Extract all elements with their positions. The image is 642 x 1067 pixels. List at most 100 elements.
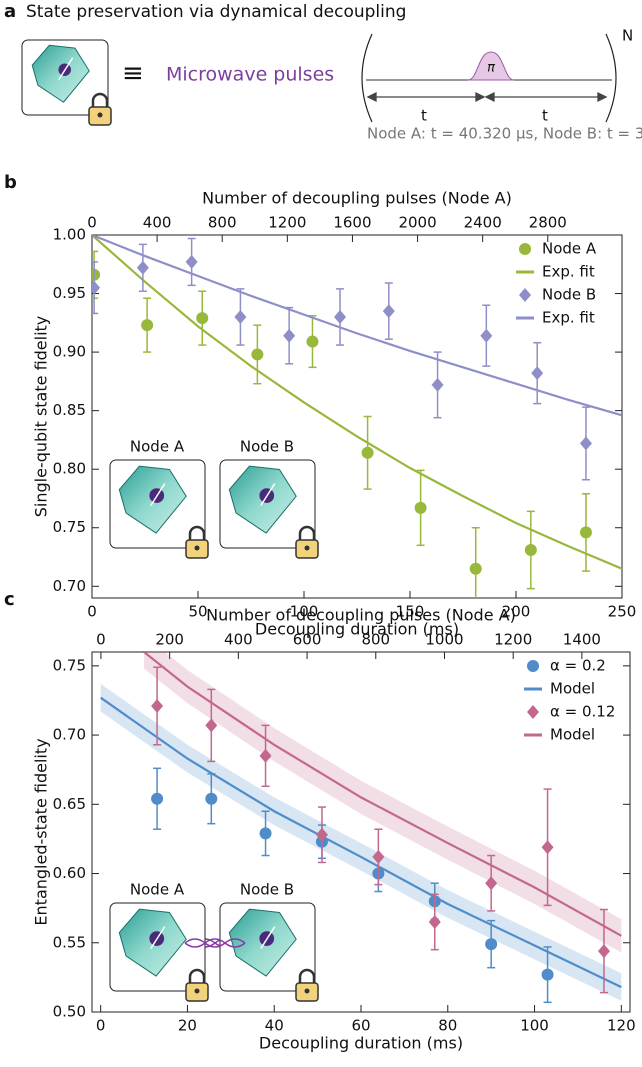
x-tick-label: 150 (396, 603, 425, 621)
entanglement-wave (184, 938, 246, 948)
marker-diamond (234, 309, 247, 324)
marker-circle (141, 319, 154, 332)
x2-tick-label: 0 (96, 631, 106, 649)
spin-arrow (150, 483, 166, 507)
marker-diamond (527, 705, 539, 719)
legend-label: Model (550, 680, 595, 698)
t-label: t (542, 107, 548, 125)
marker-circle (485, 938, 498, 951)
panel-letter: b (4, 172, 17, 193)
marker-diamond (431, 377, 444, 392)
marker-diamond (597, 944, 610, 959)
lock-hole (194, 988, 200, 994)
x-tick-label: 100 (290, 603, 319, 621)
confidence-band (100, 683, 622, 1001)
y-tick-label: 0.50 (53, 1003, 86, 1021)
x-tick-label: 250 (608, 603, 637, 621)
fit-line (100, 696, 622, 989)
t-label: t (421, 107, 427, 125)
marker-diamond (428, 915, 441, 929)
x2-tick-label: 0 (87, 214, 97, 232)
marker-circle (196, 312, 209, 325)
x2-tick-label: 400 (143, 214, 172, 232)
x-tick-label: 100 (520, 1017, 549, 1035)
repeat-label: N (622, 27, 633, 45)
x-tick-label: 40 (265, 1017, 284, 1035)
x2-axis-title: Number of decoupling pulses (Node A) (206, 606, 516, 625)
lock-shackle (188, 968, 206, 983)
x2-tick-label: 400 (224, 631, 253, 649)
marker-circle (541, 968, 554, 981)
legend-label: Exp. fit (542, 309, 595, 327)
x-tick-label: 50 (188, 603, 207, 621)
arrows (366, 91, 608, 103)
pulses-label: Microwave pulses (166, 64, 334, 86)
x2-tick-label: 1600 (333, 214, 371, 232)
x-tick-label: 200 (502, 603, 531, 621)
x2-axis-title: Number of decoupling pulses (Node A) (202, 189, 512, 208)
y-tick-label: 0.55 (53, 933, 86, 951)
plot-frame (91, 234, 623, 599)
marker-diamond (151, 699, 164, 713)
x2-tick-label: 1200 (494, 631, 532, 649)
marker-diamond (485, 876, 498, 891)
y-tick-label: 0.95 (53, 284, 86, 302)
marker-diamond (382, 304, 395, 319)
marker-diamond (136, 260, 149, 275)
nv-icon (21, 39, 112, 126)
equiv-sign: ≡ (122, 59, 144, 89)
marker-diamond (185, 254, 198, 269)
paren (605, 33, 617, 123)
legend-label: Model (550, 726, 595, 744)
lock-hole (194, 545, 200, 551)
marker-diamond (259, 748, 272, 763)
marker-diamond (531, 366, 544, 381)
y-axis-title: Single-qubit state fidelity (32, 316, 51, 518)
inset-label: Node B (240, 438, 294, 456)
marker-diamond (480, 328, 493, 343)
legend-label: α = 0.12 (550, 703, 615, 721)
x-axis-title: Decoupling duration (ms) (255, 620, 459, 639)
inset-label: Node A (130, 881, 185, 899)
lock-hole (304, 545, 310, 551)
x2-tick-label: 800 (208, 214, 237, 232)
x2-tick-label: 2400 (464, 214, 502, 232)
y-tick-label: 0.75 (53, 518, 86, 536)
marker-circle (205, 792, 218, 805)
paren (361, 33, 373, 123)
plot-area (92, 235, 622, 598)
nv-icon (109, 459, 209, 559)
plot-area (100, 652, 622, 1004)
legend-label: Node B (542, 286, 596, 304)
marker-circle (469, 562, 482, 575)
x2-tick-label: 1400 (563, 631, 601, 649)
x-tick-label: 20 (178, 1017, 197, 1035)
spin-arrow (150, 926, 166, 950)
panel-letter: c (4, 589, 15, 610)
confidence-band (144, 652, 622, 953)
lock-shackle (188, 525, 206, 540)
marker-circle (259, 827, 272, 840)
lock-hole (97, 112, 103, 118)
x2-tick-label: 2800 (529, 214, 567, 232)
y-tick-label: 0.85 (53, 401, 86, 419)
nv-icon (21, 39, 112, 126)
marker-diamond (92, 280, 101, 295)
x2-tick-label: 1200 (268, 214, 306, 232)
marker-diamond (315, 827, 328, 842)
marker-circle (151, 792, 164, 805)
marker-diamond (283, 328, 296, 343)
y-tick-label: 0.90 (53, 343, 86, 361)
marker-diamond (334, 309, 347, 324)
x2-tick-label: 600 (293, 631, 322, 649)
x-tick-label: 80 (438, 1017, 457, 1035)
lock-shackle (91, 92, 109, 107)
legend-label: α = 0.2 (550, 657, 606, 675)
spin-arrow (58, 57, 74, 81)
y-tick-label: 0.80 (53, 460, 86, 478)
marker-diamond (541, 840, 554, 855)
marker-circle (414, 501, 427, 514)
y-tick-label: 0.60 (53, 864, 86, 882)
lock-shackle (298, 525, 316, 540)
